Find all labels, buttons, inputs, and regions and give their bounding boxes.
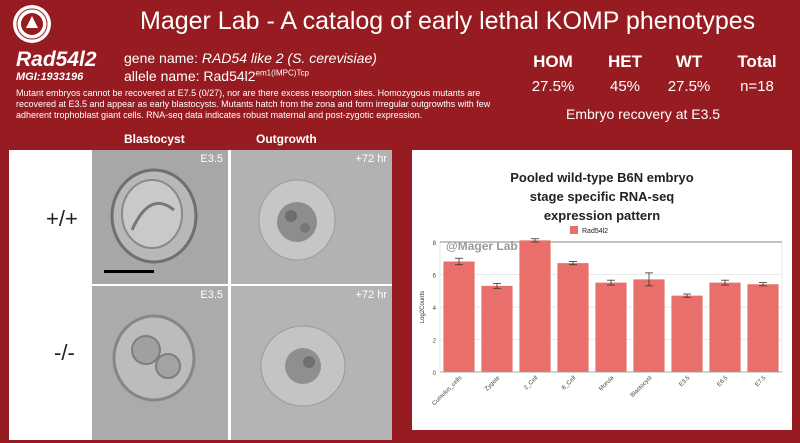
stage-tag: E3.5 bbox=[200, 289, 223, 301]
chart-title-line: stage specific RNA-seq bbox=[530, 189, 675, 204]
bar-e3-5 bbox=[671, 295, 703, 372]
embryo-micrograph bbox=[92, 286, 228, 440]
y-tick-label: 8 bbox=[433, 241, 437, 247]
row-label-mutant: -/- bbox=[54, 340, 75, 365]
column-header-outgrowth: Outgrowth bbox=[256, 132, 317, 146]
bar-cumulus-cells bbox=[443, 261, 475, 372]
genotype-value: 27.5% bbox=[531, 78, 575, 95]
gene-name-value: RAD54 like 2 (S. cerevisiae) bbox=[201, 50, 377, 66]
genotype-column-hom: HOM 27.5% bbox=[518, 52, 588, 95]
outgrowth-micrograph bbox=[231, 286, 392, 440]
mutant-outgrowth-image: +72 hr bbox=[231, 286, 392, 440]
allele-name-label: allele name: bbox=[124, 68, 204, 84]
embryo-image-panel: +/+ -/- E3.5 +72 hr E3.5 bbox=[9, 150, 392, 440]
page-title: Mager Lab - A catalog of early lethal KO… bbox=[140, 7, 756, 35]
watermark-text: @Mager Lab bbox=[446, 239, 518, 253]
legend-swatch bbox=[570, 226, 578, 234]
x-tick-label: Zygote bbox=[484, 375, 502, 393]
x-tick-label: Blastocyst bbox=[630, 375, 654, 399]
chart-title-line: expression pattern bbox=[544, 208, 660, 223]
allele-name-line: allele name: Rad54l2em1(IMPC)Tcp bbox=[124, 68, 309, 84]
mutant-blastocyst-image: E3.5 bbox=[92, 286, 228, 440]
recovery-caption: Embryo recovery at E3.5 bbox=[566, 106, 721, 122]
y-tick-label: 0 bbox=[433, 371, 437, 377]
x-tick-label: E3.5 bbox=[678, 375, 691, 388]
embryo-micrograph bbox=[92, 150, 228, 284]
y-tick-label: 6 bbox=[433, 274, 437, 280]
bar-zygote bbox=[481, 285, 513, 372]
allele-name-base: Rad54l2 bbox=[203, 68, 256, 84]
genotype-column-het: HET 45% bbox=[590, 52, 660, 95]
genotype-label: HOM bbox=[533, 52, 573, 71]
stage-tag: +72 hr bbox=[355, 289, 388, 301]
y-axis-label: Log2Counts bbox=[420, 291, 426, 323]
genotype-label: HET bbox=[608, 52, 642, 71]
rna-seq-chart-svg: Pooled wild-type B6N embryo stage specifi… bbox=[420, 170, 783, 407]
y-tick-label: 2 bbox=[433, 339, 437, 345]
x-tick-label: Cumulus_cells bbox=[432, 375, 464, 407]
column-header-blastocyst: Blastocyst bbox=[124, 132, 185, 146]
genotype-value: n=18 bbox=[740, 78, 774, 95]
university-seal-icon bbox=[13, 5, 51, 43]
gene-name-label: gene name: bbox=[124, 50, 202, 66]
wildtype-blastocyst-image: E3.5 bbox=[92, 150, 228, 284]
bar-e6-5 bbox=[709, 282, 741, 372]
x-tick-label: E7.5 bbox=[754, 375, 767, 388]
x-tick-label: E6.5 bbox=[716, 375, 729, 388]
outgrowth-micrograph bbox=[231, 150, 392, 284]
bar-2-cell bbox=[519, 240, 551, 372]
allele-name-superscript: em1(IMPC)Tcp bbox=[255, 68, 309, 78]
scale-bar bbox=[104, 270, 154, 273]
row-label-wildtype: +/+ bbox=[46, 206, 78, 231]
chart-title-line: Pooled wild-type B6N embryo bbox=[510, 170, 694, 185]
legend-label: Rad54l2 bbox=[582, 228, 608, 235]
genotype-label: Total bbox=[737, 52, 777, 71]
genotype-column-total: Total n=18 bbox=[722, 52, 792, 95]
bar-8-cell bbox=[557, 263, 589, 372]
genotype-value: 45% bbox=[609, 78, 641, 95]
mgi-id: MGI:1933196 bbox=[16, 71, 84, 83]
x-tick-label: Morula bbox=[598, 375, 616, 393]
phenotype-summary: Mutant embryos cannot be recovered at E7… bbox=[16, 88, 491, 120]
gene-symbol: Rad54l2 bbox=[16, 48, 97, 71]
stage-tag: +72 hr bbox=[355, 153, 388, 165]
bar-e7-5 bbox=[747, 284, 779, 372]
x-tick-label: 2_Cell bbox=[523, 375, 539, 391]
rna-seq-chart: Pooled wild-type B6N embryo stage specifi… bbox=[412, 150, 792, 430]
y-tick-label: 4 bbox=[433, 306, 437, 312]
bar-blastocyst bbox=[633, 279, 665, 372]
stage-tag: E3.5 bbox=[200, 153, 223, 165]
genotype-value: 27.5% bbox=[667, 78, 711, 95]
wildtype-outgrowth-image: +72 hr bbox=[231, 150, 392, 284]
genotype-label: WT bbox=[675, 52, 703, 71]
bar-morula bbox=[595, 282, 627, 372]
genotype-column-wt: WT 27.5% bbox=[654, 52, 724, 95]
gene-name-line: gene name: RAD54 like 2 (S. cerevisiae) bbox=[124, 50, 377, 66]
x-tick-label: 8_Cell bbox=[561, 375, 577, 391]
